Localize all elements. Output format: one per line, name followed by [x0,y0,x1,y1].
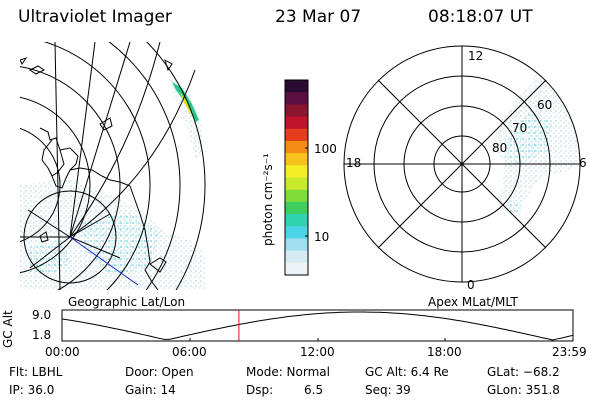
altitude-xtick-2359: 23:59 [552,345,587,359]
colorbar-cell [285,189,308,203]
colorbar-cell [285,226,308,240]
orbit-altitude-curve [61,311,574,341]
colorbar [284,79,309,276]
mlat-label-80: 80 [492,141,508,155]
mlat-label-60: 60 [537,98,553,112]
altitude-xtick-1800: 18:00 [427,345,462,359]
observation-date: 23 Mar 07 [275,7,362,27]
colorbar-unit-label: photon cm⁻²s⁻¹ [261,153,275,246]
colorbar-tick-10: 10 [314,230,330,244]
colorbar-cell [285,104,308,118]
colorbar-cell [285,116,308,130]
colorbar-frame [284,79,309,276]
polar-emission-edge [510,200,522,215]
geographic-map [20,42,206,290]
sun-direction-line [69,236,139,286]
gc-alt-field: GC Alt: 6.4 Re [365,365,449,379]
observation-time: 08:18:07 UT [428,7,533,27]
colorbar-cell [285,128,308,142]
colorbar-cell [285,214,308,227]
pole-radials [20,209,121,269]
mlat-label-70: 70 [512,121,528,135]
mlt-label-6: 6 [579,156,587,170]
colorbar-cell [285,262,308,276]
uv-emission-patch [28,240,72,276]
colorbar-cell [285,80,308,93]
longitude-lines [54,42,196,290]
colorbar-cell [285,238,308,252]
colorbar-cell [285,92,308,105]
colorbar-cell [285,201,308,215]
ip-field: IP: 36.0 [9,383,55,397]
dsp-label: Dsp: [246,383,274,397]
polar-panel-label: Apex MLat/MLT [428,295,518,309]
aurora-arc-core [180,92,193,115]
instrument-title: Ultraviolet Imager [18,7,172,27]
gain-field: Gain: 14 [125,383,176,397]
latitude-circles [20,42,206,290]
polar-mlt-lines [344,46,580,282]
altitude-ytick-9: 9.0 [32,308,52,322]
colorbar-gradient [285,80,308,276]
uv-emission-core [80,212,160,275]
polar-plot [343,45,581,283]
colorbar-tick-100: 100 [314,142,337,156]
colorbar-cell [285,177,308,191]
altitude-xtick-0000: 00:00 [45,345,80,359]
uv-emission-band [168,75,204,160]
colorbar-cell [285,250,308,264]
colorbar-cell [285,165,308,179]
altitude-xtick-1200: 12:00 [300,345,335,359]
altitude-xtick-0600: 06:00 [172,345,207,359]
colorbar-cell [285,140,308,154]
polar-emission-core [505,112,552,165]
altitude-plot [61,309,574,342]
mlt-label-12: 12 [468,49,484,63]
mlt-label-0: 0 [467,278,475,292]
altitude-ytick-1-8: 1.8 [32,328,52,342]
mlt-label-18: 18 [346,156,362,170]
colorbar-ticks [305,147,308,237]
mode-field: Mode: Normal [246,365,330,379]
altitude-ylabel: GC Alt [1,310,15,348]
altitude-plot-frame [61,309,574,342]
filter-field: Flt: LBHL [9,365,63,379]
coastlines [20,57,173,290]
dsp-value: 6.5 [304,383,324,397]
glon-field: GLon: 351.8 [487,383,560,397]
geo-panel-label: Geographic Lat/Lon [68,295,186,309]
seq-field: Seq: 39 [365,383,411,397]
door-field: Door: Open [125,365,194,379]
glat-field: GLat: −68.2 [487,365,560,379]
colorbar-cell [285,153,308,166]
altitude-xticks [189,338,446,341]
